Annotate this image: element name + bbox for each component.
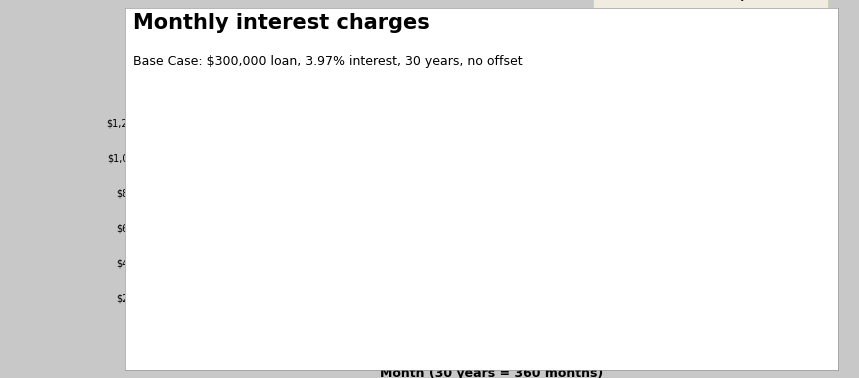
Scenario 1 & 3 - same repayment [503,330,513,335]
Scenario 1 & 3 - same repayment [228,235,239,240]
Scenario 1 & 3 - same repayment [383,284,393,288]
Base Case - monthly [372,193,382,198]
Base Case - fortnightly [372,203,382,208]
Base Case - fortnightly [145,156,155,161]
Line: Base Case - fortnightly: Base Case - fortnightly [150,158,833,333]
Text: Monthly interest charges: Monthly interest charges [133,13,430,33]
Base Case - fortnightly [383,206,393,211]
Legend: Base Case - monthly, Base Case - fortnightly, Scenario 1 & 3 - same repayment, S: Base Case - monthly, Base Case - fortnig… [594,0,828,62]
Scenario 2 - drop repayment [372,239,382,243]
Base Case - monthly [383,195,393,200]
Line: Base Case - monthly: Base Case - monthly [150,158,833,332]
Scenario 1 & 3 - same repayment [792,330,802,335]
Base Case - monthly [828,330,838,334]
Base Case - fortnightly [228,172,239,176]
Base Case - monthly [145,156,155,161]
Base Case - fortnightly [444,222,454,227]
Base Case - monthly [790,314,801,318]
Base Case - monthly [349,189,359,193]
Scenario 2 - drop repayment [228,223,239,227]
Scenario 2 - drop repayment [383,240,393,245]
Scenario 2 - drop repayment [444,249,454,254]
Base Case - fortnightly [828,330,838,335]
Scenario 1 & 3 - same repayment [372,279,382,284]
Line: Scenario 1 & 3 - same repayment: Scenario 1 & 3 - same repayment [150,217,833,333]
Base Case - monthly [444,208,454,213]
Scenario 2 - drop repayment [145,215,155,219]
Scenario 1 & 3 - same repayment [349,272,359,276]
Base Case - fortnightly [792,330,802,335]
Base Case - fortnightly [349,198,359,202]
Base Case - monthly [228,168,239,173]
Base Case - fortnightly [737,330,747,335]
Scenario 1 & 3 - same repayment [828,330,838,335]
Scenario 1 & 3 - same repayment [444,306,454,311]
Scenario 2 - drop repayment [790,319,801,324]
Scenario 1 & 3 - same repayment [145,215,155,219]
Scenario 2 - drop repayment [828,330,838,335]
X-axis label: Month (30 years = 360 months): Month (30 years = 360 months) [381,367,603,378]
Text: Base Case: $300,000 loan, 3.97% interest, 30 years, no offset: Base Case: $300,000 loan, 3.97% interest… [133,55,523,68]
Line: Scenario 2 - drop repayment: Scenario 2 - drop repayment [150,217,833,332]
Scenario 2 - drop repayment [349,236,359,241]
